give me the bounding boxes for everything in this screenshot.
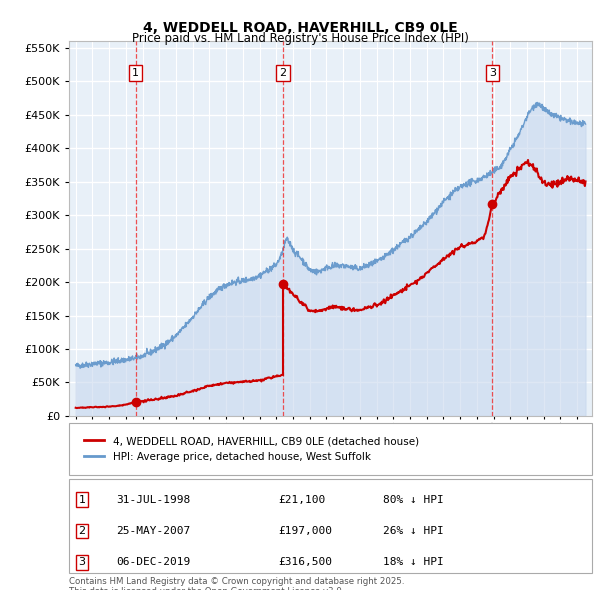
Text: 18% ↓ HPI: 18% ↓ HPI: [383, 557, 443, 567]
Text: 25-MAY-2007: 25-MAY-2007: [116, 526, 190, 536]
Text: 80% ↓ HPI: 80% ↓ HPI: [383, 495, 443, 505]
FancyBboxPatch shape: [69, 423, 592, 475]
Text: 1: 1: [79, 495, 86, 505]
Text: 31-JUL-1998: 31-JUL-1998: [116, 495, 190, 505]
Text: £316,500: £316,500: [278, 557, 332, 567]
Text: 1: 1: [132, 68, 139, 78]
Text: 2: 2: [280, 68, 287, 78]
FancyBboxPatch shape: [69, 479, 592, 573]
Text: 4, WEDDELL ROAD, HAVERHILL, CB9 0LE: 4, WEDDELL ROAD, HAVERHILL, CB9 0LE: [143, 21, 457, 35]
Text: £197,000: £197,000: [278, 526, 332, 536]
Text: 3: 3: [79, 557, 86, 567]
Text: Contains HM Land Registry data © Crown copyright and database right 2025.
This d: Contains HM Land Registry data © Crown c…: [69, 577, 404, 590]
Text: 06-DEC-2019: 06-DEC-2019: [116, 557, 190, 567]
Text: 2: 2: [79, 526, 86, 536]
Text: 26% ↓ HPI: 26% ↓ HPI: [383, 526, 443, 536]
Text: 3: 3: [489, 68, 496, 78]
Legend: 4, WEDDELL ROAD, HAVERHILL, CB9 0LE (detached house), HPI: Average price, detach: 4, WEDDELL ROAD, HAVERHILL, CB9 0LE (det…: [79, 432, 423, 466]
Text: £21,100: £21,100: [278, 495, 326, 505]
Text: Price paid vs. HM Land Registry's House Price Index (HPI): Price paid vs. HM Land Registry's House …: [131, 32, 469, 45]
